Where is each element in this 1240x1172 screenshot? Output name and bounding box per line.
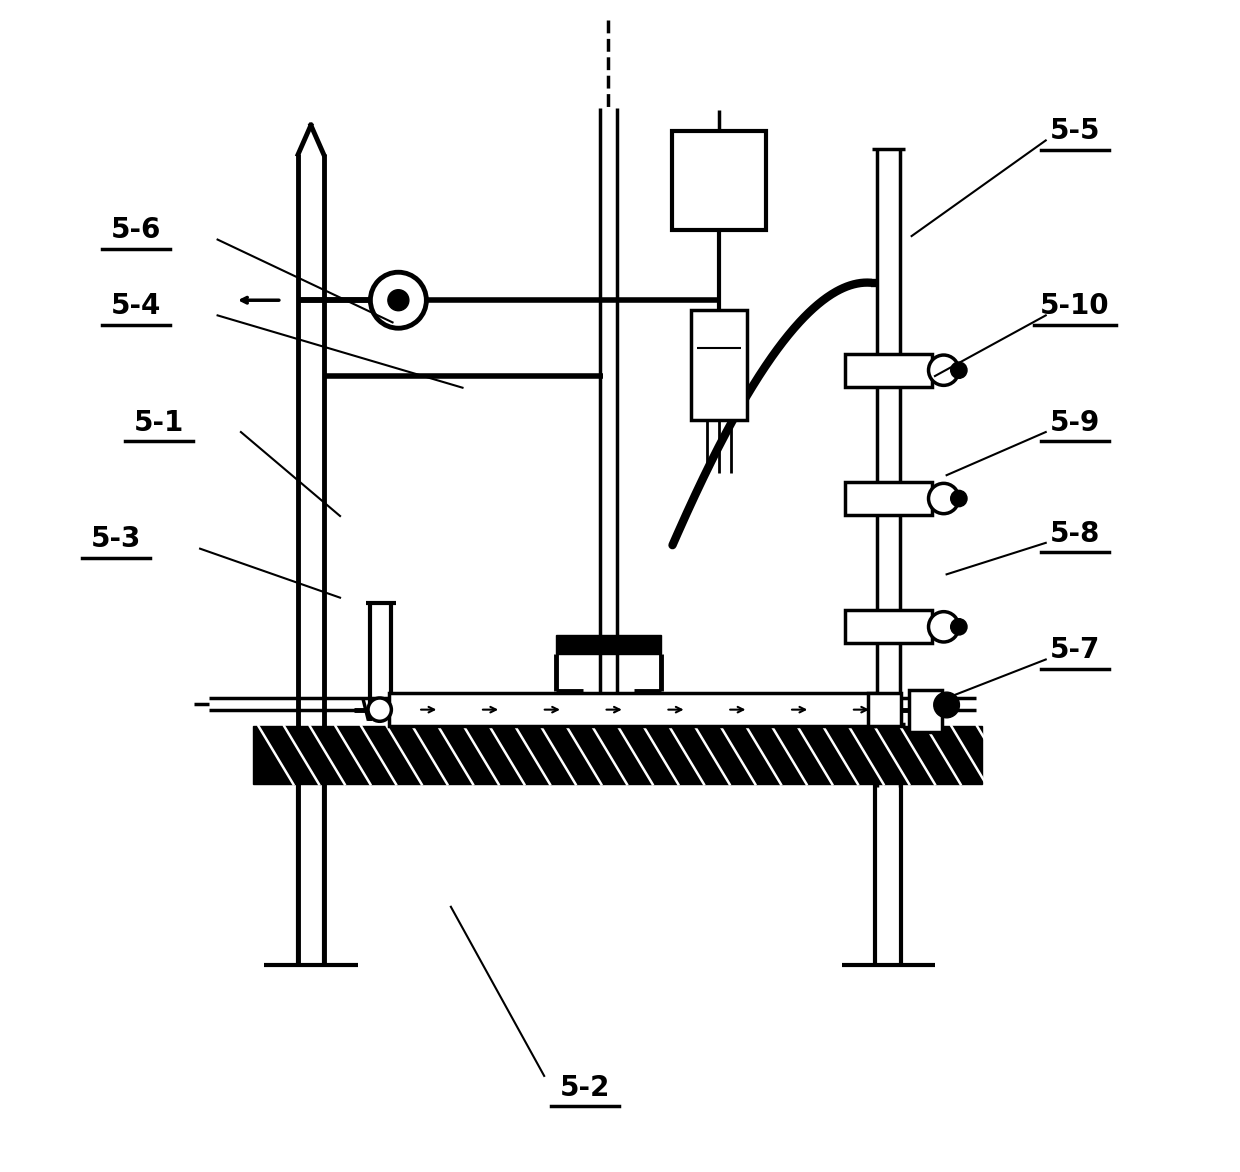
Circle shape [951,362,967,379]
Bar [844,354,932,387]
Circle shape [368,699,392,721]
Text: 5-7: 5-7 [1050,636,1100,665]
Circle shape [934,693,960,717]
Bar [389,694,874,725]
Bar [868,694,901,725]
Bar [253,725,982,784]
Text: 5-9: 5-9 [1050,409,1100,437]
Circle shape [388,289,409,311]
Text: 5-1: 5-1 [134,409,185,437]
Bar [844,482,932,515]
Circle shape [929,483,959,513]
Circle shape [951,490,967,506]
Text: 5-4: 5-4 [110,292,161,320]
Circle shape [929,355,959,386]
Circle shape [951,619,967,635]
Text: 5-6: 5-6 [110,217,161,244]
Text: 5-3: 5-3 [91,525,141,553]
Circle shape [929,612,959,642]
Text: 5-8: 5-8 [1050,519,1100,547]
Text: 5-5: 5-5 [1050,117,1100,145]
Text: 5-2: 5-2 [559,1074,610,1102]
Bar [672,131,766,230]
Bar [556,635,661,654]
Circle shape [371,272,427,328]
Bar [691,309,748,421]
Text: 5-10: 5-10 [1040,292,1110,320]
Bar [909,690,942,731]
Bar [844,611,932,643]
